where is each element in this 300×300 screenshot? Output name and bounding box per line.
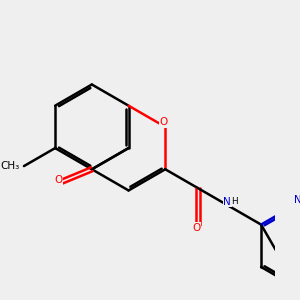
Text: N: N — [224, 197, 231, 207]
Text: O: O — [160, 117, 168, 127]
Text: CH₃: CH₃ — [1, 161, 20, 171]
Text: O: O — [192, 223, 200, 233]
Text: H: H — [231, 197, 238, 206]
Text: O: O — [54, 176, 63, 185]
Text: N: N — [294, 194, 300, 205]
